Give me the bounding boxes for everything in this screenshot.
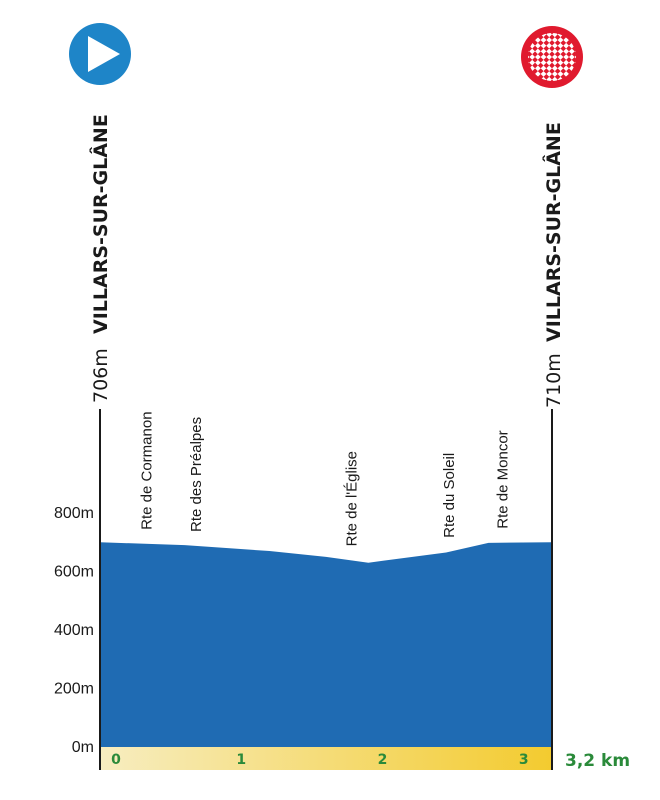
street-annotation: Rte de Cormanon (139, 411, 156, 529)
finish-name: VILLARS-SUR-GLÂNE (542, 122, 565, 342)
street-annotation: Rte du Soleil (441, 453, 458, 538)
elevation-area (100, 542, 552, 747)
y-tick-label: 600m (54, 564, 94, 581)
start-name: VILLARS-SUR-GLÂNE (89, 114, 112, 334)
street-annotation: Rte de Moncor (495, 430, 512, 528)
km-bar (101, 747, 552, 770)
play-icon (88, 36, 120, 72)
x-tick-label: 0 (111, 752, 121, 768)
km-bar-layer: 0 1 2 3 (101, 747, 552, 770)
x-tick-label: 2 (378, 752, 388, 768)
start-altitude: 706m (90, 348, 112, 403)
y-tick-label: 200m (54, 681, 94, 698)
checkered-flag-icon (518, 23, 586, 91)
annotation-layer: Rte de Cormanon Rte des Préalpes Rte de l'… (139, 411, 512, 546)
y-tick-label: 400m (54, 622, 94, 639)
distance-label: 3,2 km (565, 751, 630, 771)
axis-layer: 0m 200m 400m 600m 800m (54, 505, 94, 756)
finish-marker: VILLARS-SUR-GLÂNE 710m (518, 23, 586, 770)
y-tick-label: 800m (54, 505, 94, 522)
start-marker: VILLARS-SUR-GLÂNE 706m (69, 23, 131, 770)
x-tick-label: 3 (519, 752, 529, 768)
finish-altitude: 710m (543, 353, 565, 408)
street-annotation: Rte des Préalpes (188, 417, 205, 532)
y-tick-label: 0m (72, 739, 94, 756)
x-tick-label: 1 (236, 752, 246, 768)
street-annotation: Rte de l'Église (343, 451, 360, 546)
area-layer (100, 542, 552, 747)
